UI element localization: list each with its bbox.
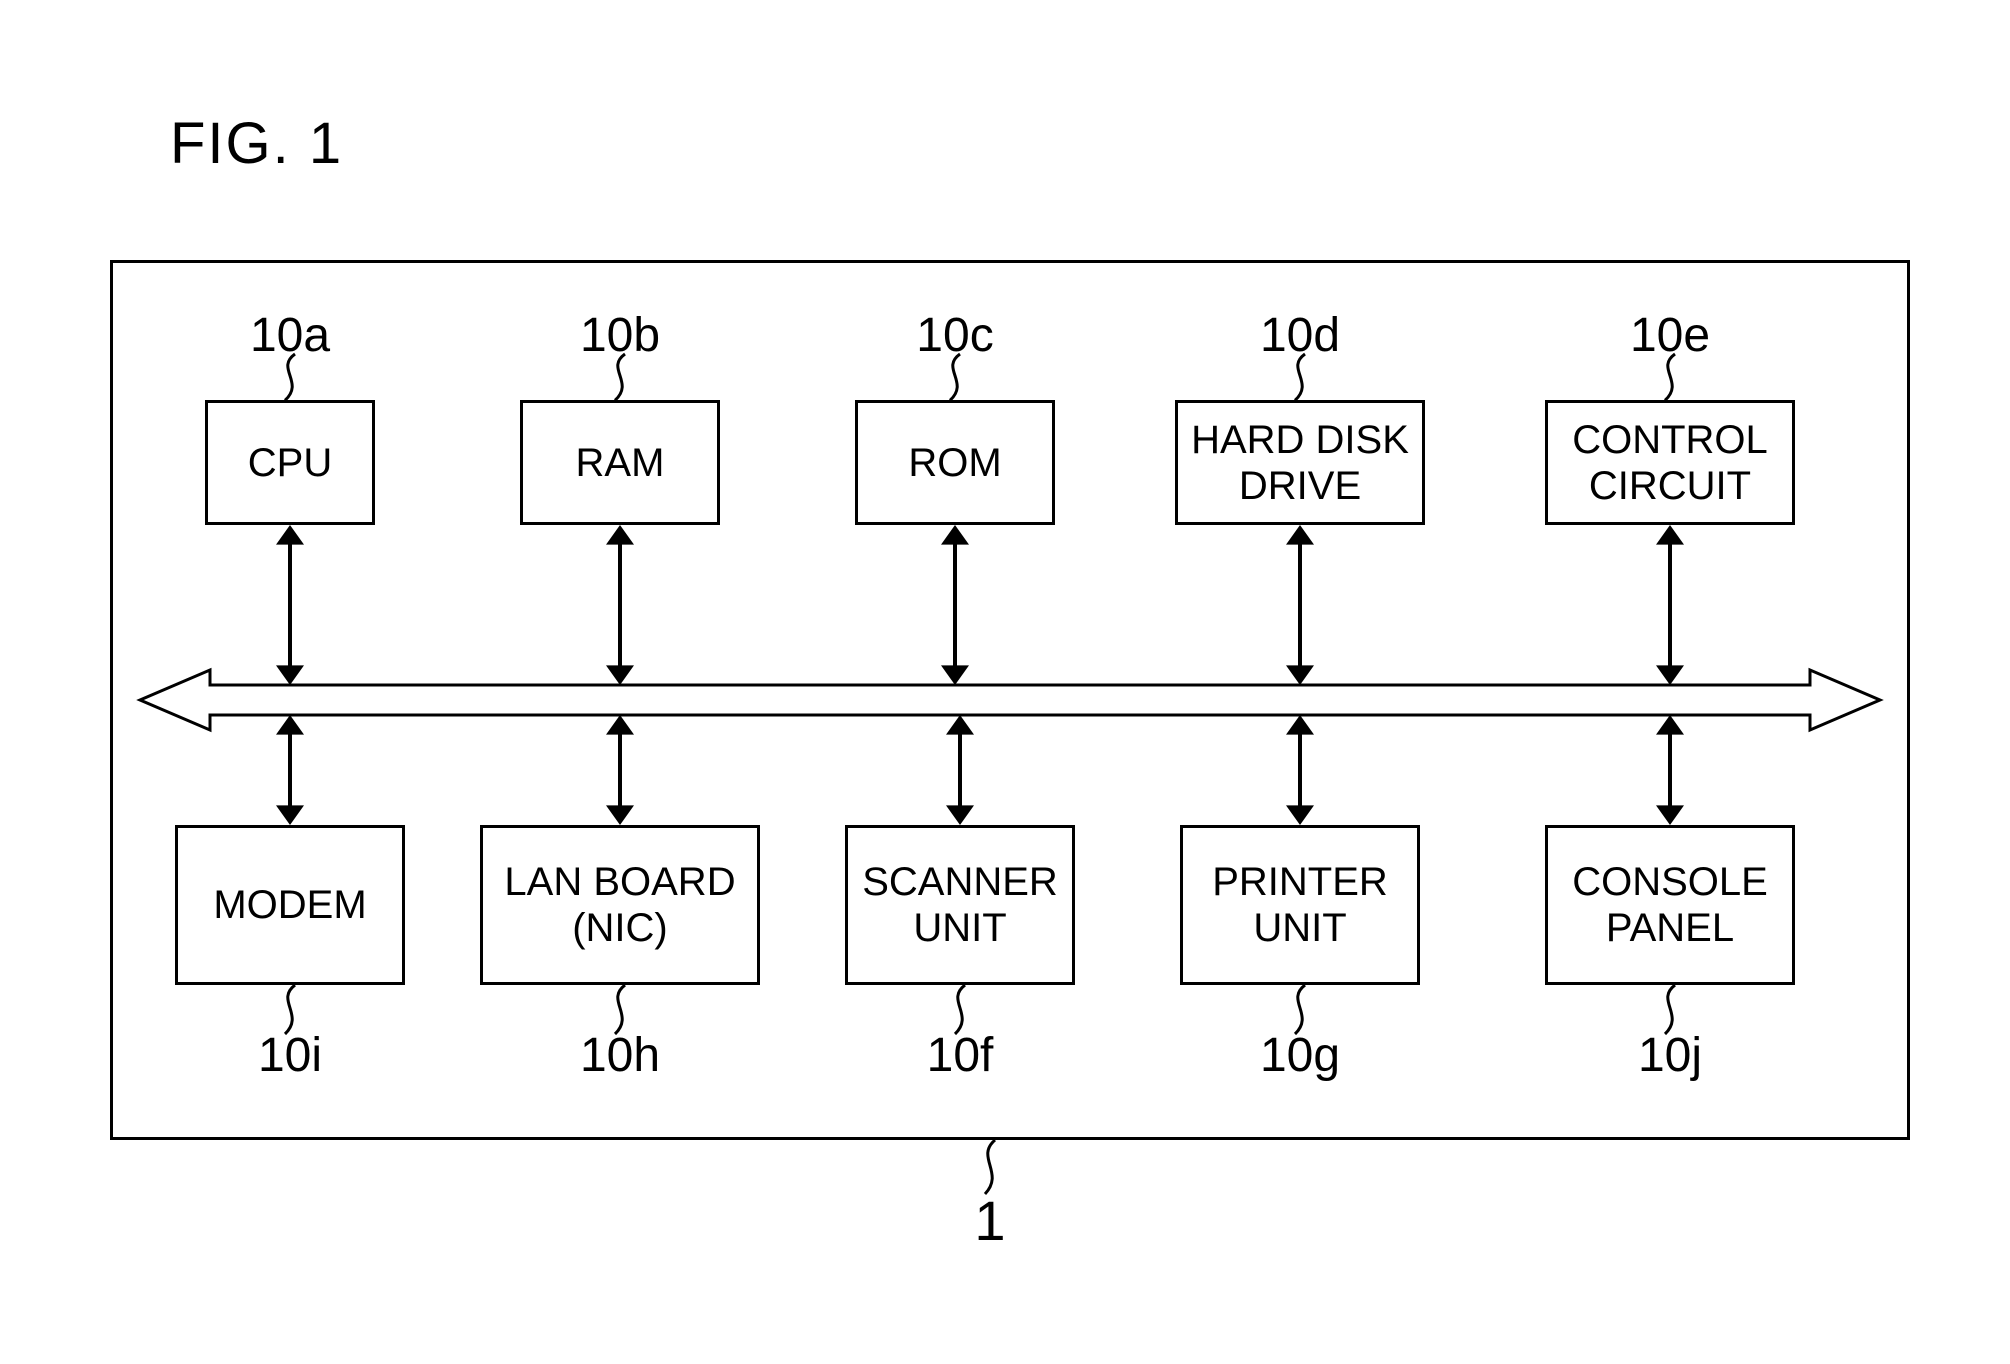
ref-leader bbox=[930, 352, 980, 402]
ref-label-10i: 10i bbox=[230, 1028, 350, 1083]
bus-connector bbox=[600, 525, 640, 685]
block-scanner: SCANNERUNIT bbox=[845, 825, 1075, 985]
block-ctrl: CONTROLCIRCUIT bbox=[1545, 400, 1795, 525]
ref-label-10j: 10j bbox=[1610, 1028, 1730, 1083]
ref-leader bbox=[1275, 983, 1325, 1036]
ref-label-outer: 1 bbox=[950, 1188, 1030, 1253]
bus-connector bbox=[270, 525, 310, 685]
ref-leader bbox=[1275, 352, 1325, 402]
block-modem: MODEM bbox=[175, 825, 405, 985]
bus-connector bbox=[600, 715, 640, 825]
ref-label-10g: 10g bbox=[1240, 1028, 1360, 1083]
system-bus-arrow bbox=[130, 665, 1890, 735]
ref-leader bbox=[1645, 352, 1695, 402]
bus-connector bbox=[1650, 525, 1690, 685]
ref-leader bbox=[965, 1138, 1015, 1196]
ref-leader bbox=[1645, 983, 1695, 1036]
block-printer: PRINTERUNIT bbox=[1180, 825, 1420, 985]
bus-connector bbox=[270, 715, 310, 825]
bus-connector bbox=[1650, 715, 1690, 825]
ref-label-10f: 10f bbox=[900, 1028, 1020, 1083]
ref-leader bbox=[595, 983, 645, 1036]
block-lan: LAN BOARD(NIC) bbox=[480, 825, 760, 985]
ref-leader bbox=[935, 983, 985, 1036]
block-ram: RAM bbox=[520, 400, 720, 525]
ref-label-10h: 10h bbox=[560, 1028, 680, 1083]
block-console: CONSOLEPANEL bbox=[1545, 825, 1795, 985]
ref-leader bbox=[265, 983, 315, 1036]
bus-connector bbox=[940, 715, 980, 825]
bus-connector bbox=[1280, 715, 1320, 825]
bus-connector bbox=[935, 525, 975, 685]
ref-leader bbox=[595, 352, 645, 402]
block-hdd: HARD DISKDRIVE bbox=[1175, 400, 1425, 525]
block-rom: ROM bbox=[855, 400, 1055, 525]
figure-title: FIG. 1 bbox=[170, 110, 343, 177]
ref-leader bbox=[265, 352, 315, 402]
block-cpu: CPU bbox=[205, 400, 375, 525]
bus-connector bbox=[1280, 525, 1320, 685]
